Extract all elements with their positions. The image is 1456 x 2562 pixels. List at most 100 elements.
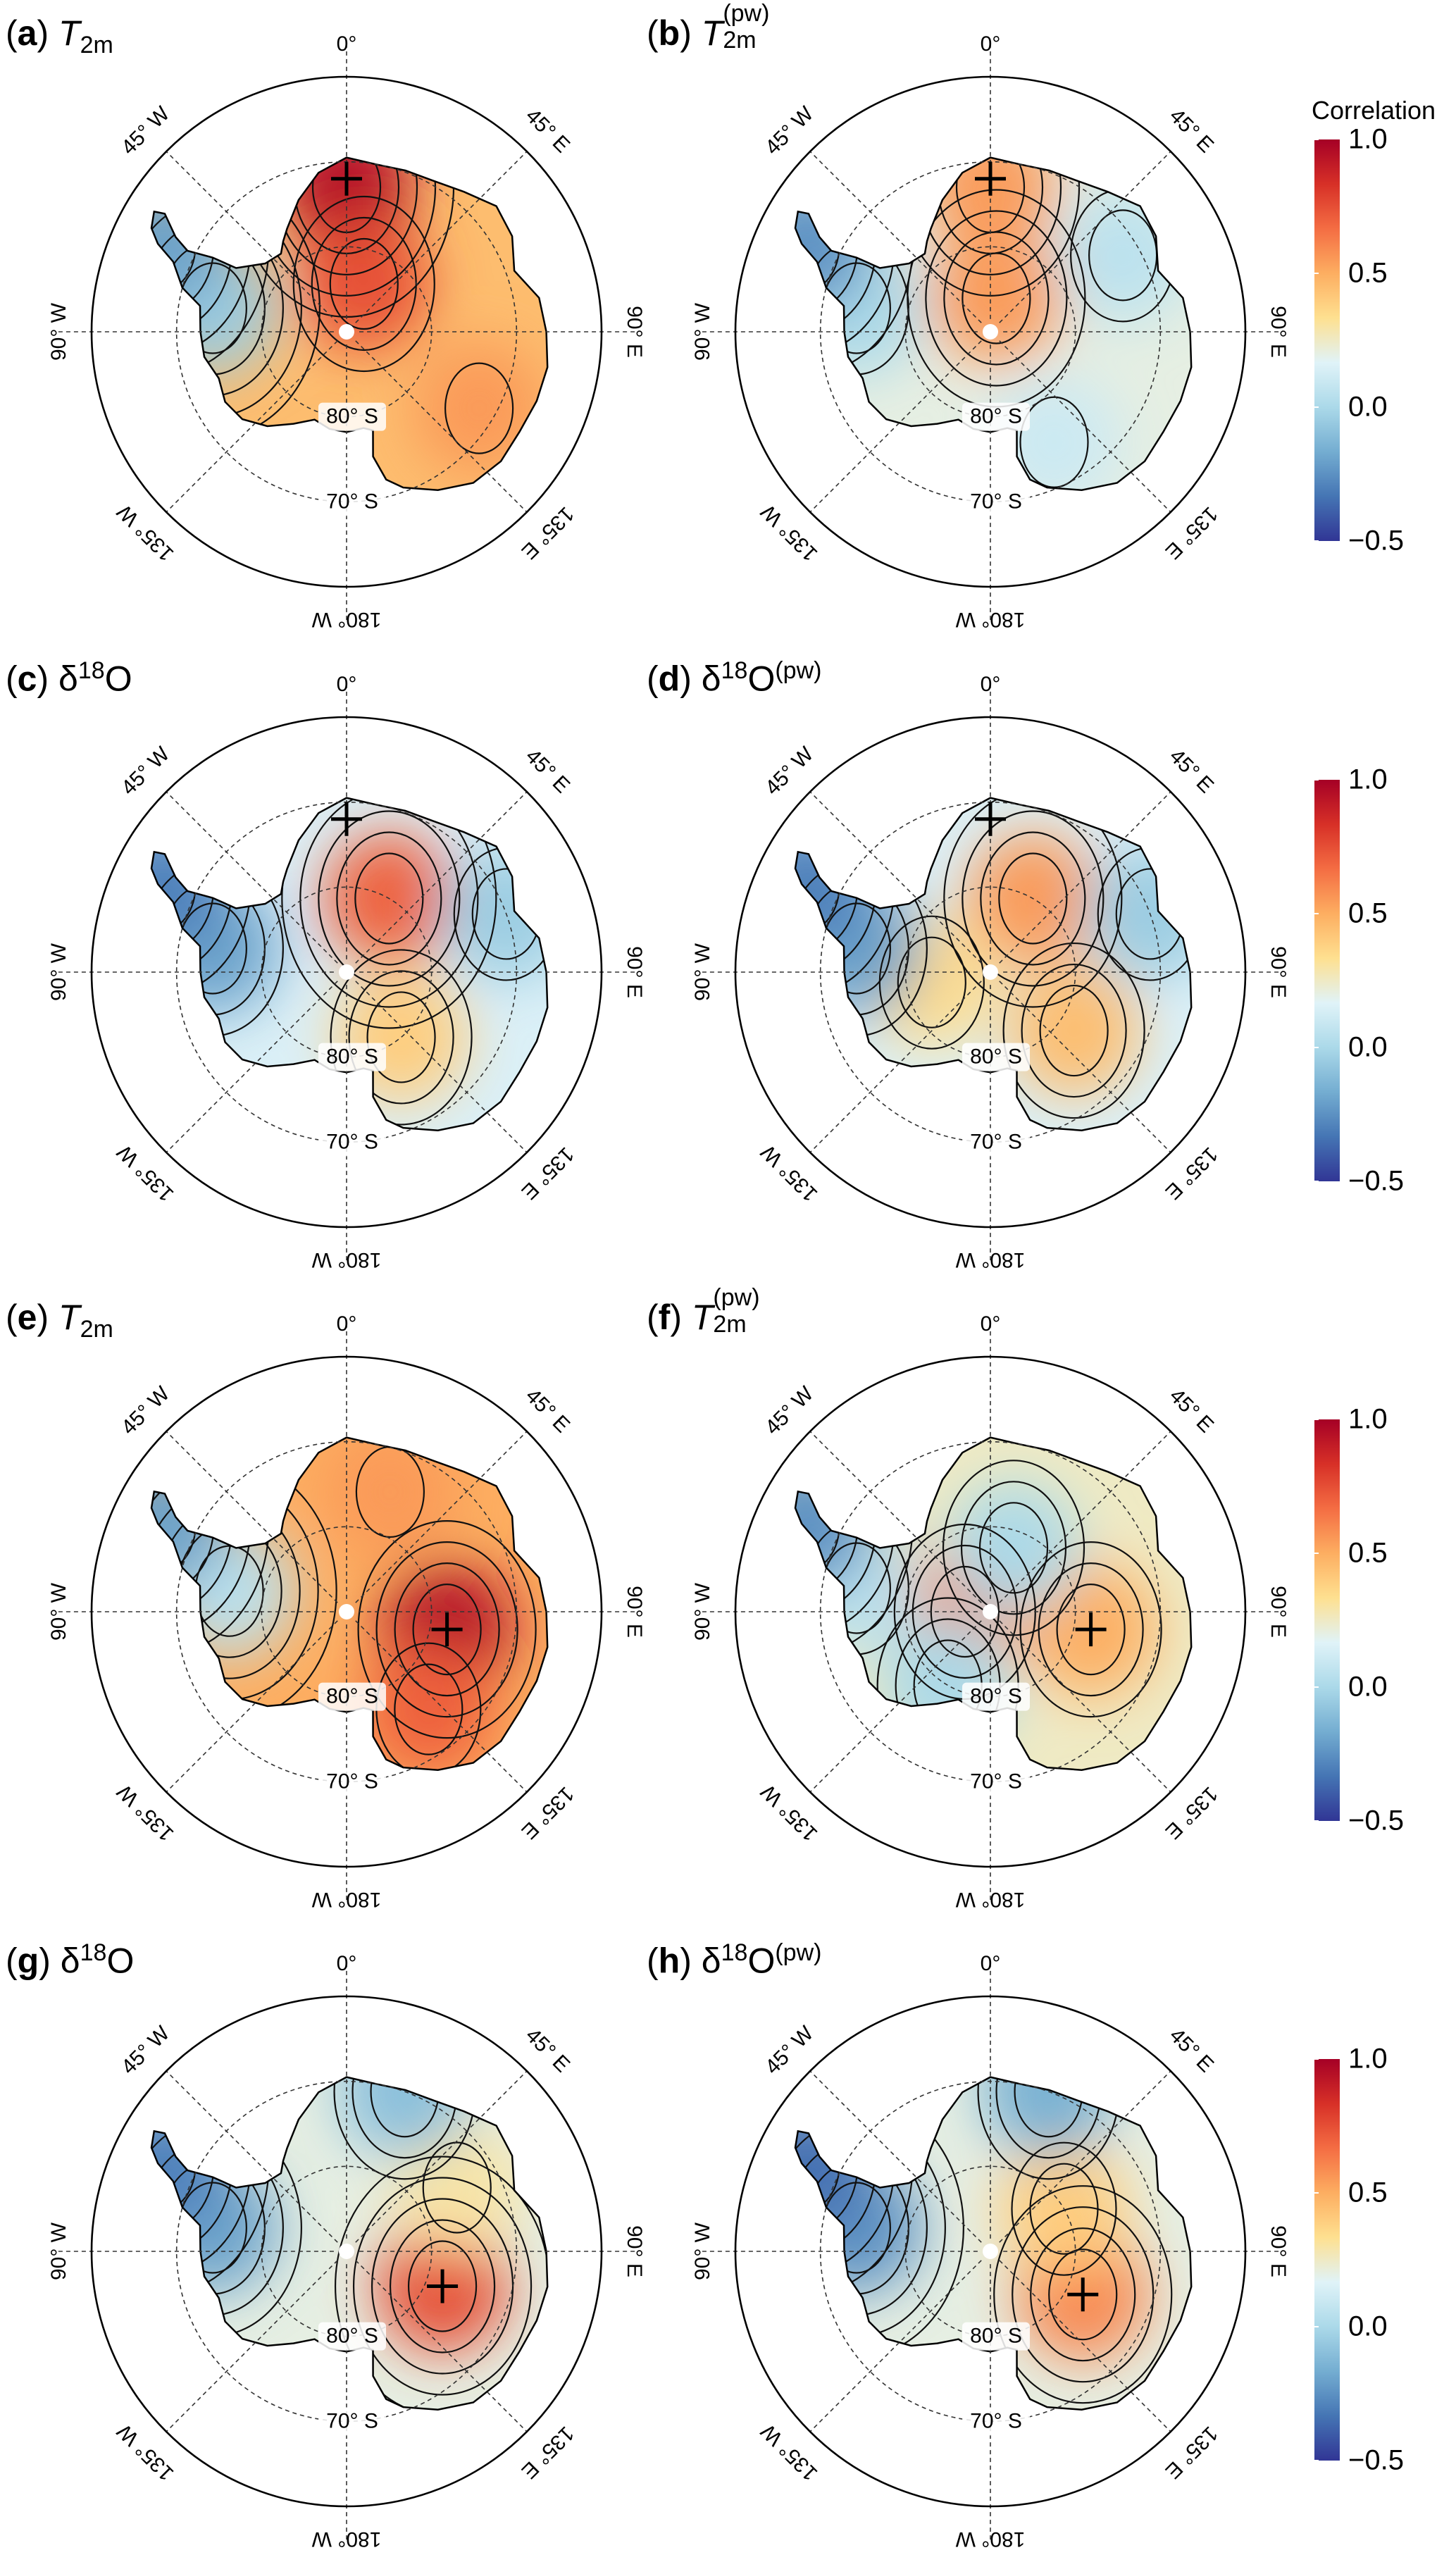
meridian-lon_45e: [999, 1431, 1171, 1603]
coastline: [150, 1436, 549, 1771]
contour-line: [962, 252, 1031, 344]
meridian-lon_135w: [809, 1620, 982, 1793]
outer-circle: [90, 1995, 603, 2508]
contour-line: [354, 852, 424, 945]
hotspot-core-1: [1042, 999, 1106, 1063]
lon-label-lon_180: 180° W: [311, 1888, 381, 1911]
coastline: [794, 797, 1193, 1131]
contour-line: [348, 970, 454, 1105]
pole-marker: [339, 964, 354, 980]
outer-circle: [90, 1355, 603, 1868]
panel-title-d: (d) δ18O(pw): [647, 657, 822, 699]
lon-label-lon_0: 0°: [337, 1312, 357, 1336]
contour-line: [422, 2141, 492, 2234]
colorbar-tick-label: −0.5: [1348, 2445, 1404, 2476]
outer-circle: [734, 1355, 1247, 1868]
colorbar-bar: [1314, 139, 1340, 541]
lon-label-lon_90w: 90° W: [47, 943, 70, 1001]
meridian-lon_45w: [809, 1431, 982, 1603]
contour-line: [1048, 2249, 1118, 2341]
meridian-lon_45e: [355, 151, 528, 323]
contour-line: [993, 2185, 1173, 2404]
hotspot-core-1: [964, 266, 1028, 330]
colorbar-tick-label: −0.5: [1348, 526, 1404, 556]
contour-line: [330, 949, 473, 1126]
pole-marker: [983, 324, 998, 340]
lon-label-lon_90e: 90° E: [623, 306, 646, 358]
lat-label-bg: [318, 1767, 386, 1796]
panel-title-g: (g) δ18O: [6, 1939, 135, 1981]
meridian-lon_135w: [809, 981, 982, 1153]
panel-title-h: (h) δ18O(pw): [647, 1939, 822, 1981]
colorbar-tick-label: 1.0: [1348, 764, 1388, 795]
lon-label-lon_180: 180° W: [311, 2527, 381, 2551]
meridian-lon_45w: [166, 2070, 338, 2243]
colorbar-2: 1.0 0.5 0.0 −0.5: [1314, 764, 1404, 1197]
meridian-lon_45w: [809, 791, 982, 964]
colorbar-tick-label: 0.5: [1348, 898, 1388, 929]
lon-label-lon_45e: 45° E: [1165, 1384, 1218, 1437]
lon-label-lon_0: 0°: [337, 673, 357, 696]
meridian-lon_45e: [999, 151, 1171, 323]
colorbar-title: Correlation: [1312, 96, 1436, 125]
hotspot-core-2: [358, 1460, 422, 1524]
lon-label-lon_45e: 45° E: [1165, 745, 1218, 797]
meridian-lon_45w: [809, 151, 982, 323]
contour-line: [1019, 1541, 1162, 1718]
contour-line: [1039, 984, 1109, 1077]
contour-line: [329, 237, 399, 330]
lat-label-lat_70: 70° S: [326, 1130, 378, 1153]
contour-line: [1021, 963, 1127, 1098]
meridian-lon_45w: [166, 151, 338, 323]
meridian-lon_135w: [166, 340, 338, 513]
outer-circle: [90, 716, 603, 1229]
lon-label-lon_135w: 135° W: [113, 2419, 179, 2485]
colorbar-tick-label: 0.5: [1348, 1538, 1388, 1569]
contour-line: [375, 1541, 518, 1718]
panel-title-b: (b) T (pw) 2m: [647, 0, 770, 54]
contour-line: [352, 2177, 533, 2396]
lon-label-lon_90e: 90° E: [623, 1586, 646, 1638]
lat-label-lat_80: 80° S: [970, 405, 1022, 428]
lon-label-lon_45e: 45° E: [521, 745, 574, 797]
contour-line: [943, 797, 1123, 1008]
panel-title-f: (f) T (pw) 2m: [647, 1284, 760, 1338]
lon-label-lon_90w: 90° W: [47, 302, 70, 361]
lon-label-lon_135w: 135° W: [757, 1140, 823, 1206]
coastline: [150, 156, 549, 491]
lat-label-lat_70: 70° S: [970, 2409, 1022, 2432]
pole-marker: [339, 324, 354, 340]
lat-label-lat_70: 70° S: [970, 1770, 1022, 1793]
coastline: [150, 797, 549, 1131]
meridian-lon_135w: [166, 1620, 338, 1793]
pole-marker: [983, 1604, 998, 1619]
colorbar-tick-label: 1.0: [1348, 1404, 1388, 1435]
lon-label-lon_180: 180° W: [311, 608, 381, 631]
meridian-lon_135w: [809, 340, 982, 513]
coastline: [150, 2076, 549, 2411]
lon-label-lon_0: 0°: [981, 32, 1001, 56]
meridian-lon_45w: [809, 2070, 982, 2243]
contour-line: [407, 2240, 478, 2332]
hotspot-core-2: [1091, 223, 1155, 287]
lon-label-lon_90e: 90° E: [623, 946, 646, 998]
colorbar-bar: [1314, 1419, 1340, 1821]
contour-line: [1002, 942, 1145, 1119]
coastline: [794, 2076, 1193, 2411]
lat-label-bg: [318, 1128, 386, 1157]
lon-label-lon_45e: 45° E: [521, 2024, 574, 2077]
lat-label-bg: [962, 1682, 1030, 1711]
hotspot-core-1: [332, 251, 396, 316]
contour-line: [942, 1460, 1085, 1636]
contour-line: [389, 2219, 496, 2353]
pole-marker: [339, 2244, 354, 2259]
lat-label-bg: [318, 1682, 386, 1711]
lat-label-lat_80: 80° S: [326, 405, 378, 428]
colorbar-tick-label: 0.0: [1348, 1672, 1388, 1703]
coastline: [794, 156, 1193, 491]
